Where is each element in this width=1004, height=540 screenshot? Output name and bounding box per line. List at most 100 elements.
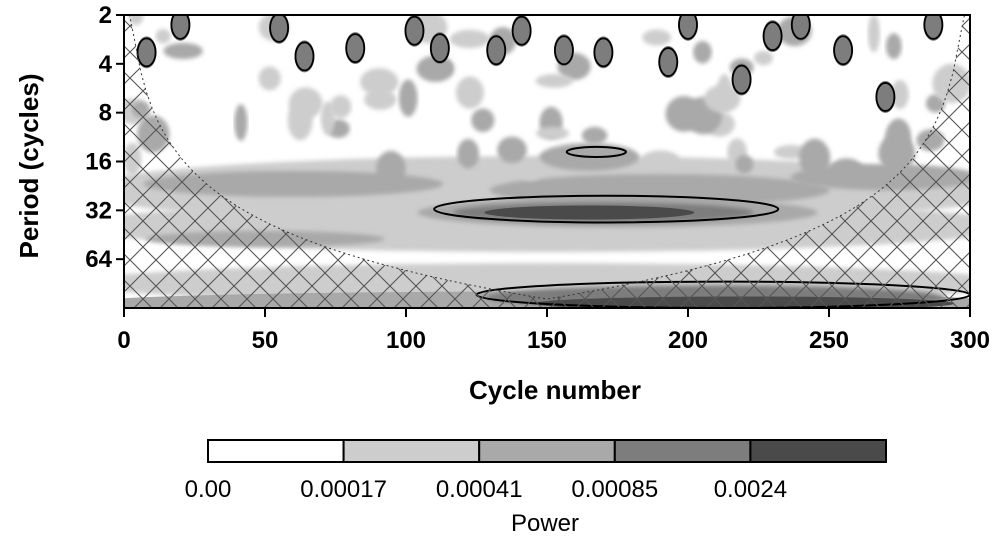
colorbar-label: 0.00 <box>185 476 232 503</box>
power-contour <box>287 100 313 141</box>
significance-contour <box>790 15 811 40</box>
power-contours <box>124 15 970 308</box>
colorbar-swatch <box>207 439 345 463</box>
plot-area <box>123 14 971 309</box>
significance-contour <box>170 15 191 40</box>
significance-contour <box>404 15 425 46</box>
power-contour <box>665 96 703 132</box>
y-tick-label: 8 <box>99 100 112 127</box>
colorbar-label: 0.00041 <box>436 476 523 503</box>
power-contour <box>593 36 614 69</box>
y-axis: 2 4 8 16 32 64 <box>85 2 124 273</box>
power-contour <box>294 40 315 73</box>
power-contour <box>535 74 574 88</box>
power-contour <box>155 29 171 44</box>
power-contour <box>330 95 352 119</box>
power-contour <box>581 126 608 145</box>
power-contour <box>269 15 290 44</box>
power-contour <box>471 108 495 133</box>
power-contour <box>553 34 574 67</box>
colorbar-label: 0.0024 <box>714 476 787 503</box>
cone-of-influence-hatch <box>124 15 970 308</box>
significance-contour <box>593 37 614 68</box>
cone-of-influence-line <box>124 15 970 300</box>
colorbar-label: 0.00017 <box>300 476 387 503</box>
significance-contour <box>731 64 752 95</box>
significance-contour <box>762 21 783 52</box>
colorbar-swatch <box>478 439 616 463</box>
x-tick-label: 250 <box>809 327 849 354</box>
colorbar-swatch <box>342 439 481 463</box>
power-contour <box>693 40 712 64</box>
significance-contour <box>136 37 157 68</box>
significance-contour <box>923 15 944 40</box>
power-contour <box>360 68 399 96</box>
power-contour <box>658 46 679 79</box>
power-contour <box>345 32 366 65</box>
power-contour <box>416 55 455 82</box>
significance-contour <box>833 35 853 66</box>
power-contour <box>641 150 680 168</box>
power-contour <box>364 89 397 110</box>
y-tick-label: 16 <box>85 149 112 176</box>
y-tick-label: 64 <box>85 246 112 273</box>
power-contour <box>128 15 144 26</box>
power-contour <box>234 104 248 141</box>
power-contour <box>376 150 406 188</box>
power-contour <box>484 205 695 220</box>
power-contour <box>890 80 909 109</box>
x-axis: 0 50 100 150 200 250 300 <box>117 308 990 354</box>
power-contour <box>497 136 527 164</box>
power-contour <box>511 15 532 47</box>
x-tick-label: 0 <box>117 327 130 354</box>
significance-contour <box>511 15 532 46</box>
power-contour <box>886 118 911 155</box>
x-tick-label: 100 <box>386 327 426 354</box>
power-contour <box>404 15 425 47</box>
significance-contour <box>678 15 698 40</box>
colorbar-swatch <box>613 439 752 463</box>
x-tick-label: 300 <box>950 327 990 354</box>
power-contour <box>799 138 831 178</box>
colorbar-swatch <box>749 439 888 463</box>
colorbar-label: 0.00085 <box>571 476 658 503</box>
power-contour <box>519 159 543 181</box>
power-contour <box>455 76 484 109</box>
significance-contour <box>429 33 450 64</box>
colorbar-title: Power <box>511 510 579 537</box>
power-contour <box>790 15 811 41</box>
significance-contour <box>565 145 627 158</box>
power-contour <box>136 36 157 69</box>
power-contour <box>885 33 902 60</box>
significance-contour <box>269 15 289 43</box>
x-axis-title: Cycle number <box>469 375 641 405</box>
significance-contour <box>345 33 366 64</box>
power-contour <box>143 170 444 197</box>
power-contour <box>449 29 490 49</box>
power-contour <box>735 154 754 174</box>
power-contour <box>867 15 880 53</box>
y-tick-label: 2 <box>99 2 112 29</box>
x-tick-label: 150 <box>527 327 567 354</box>
power-contour <box>536 126 570 140</box>
power-contour <box>457 138 480 169</box>
y-tick-label: 4 <box>99 51 113 78</box>
significance-contour <box>486 35 507 66</box>
power-contour <box>398 79 418 117</box>
colorbar: 0.00 0.00017 0.00041 0.00085 0.0024 <box>185 439 888 503</box>
power-contour <box>170 15 191 41</box>
power-contour <box>429 32 450 65</box>
power-contour <box>320 101 335 135</box>
y-tick-label: 32 <box>85 197 112 224</box>
significance-contour <box>875 82 896 112</box>
power-contour <box>163 42 203 60</box>
power-contour <box>923 15 944 41</box>
power-contour <box>875 80 896 113</box>
power-contour <box>678 15 698 41</box>
power-contour <box>762 20 783 53</box>
power-contour <box>829 158 864 183</box>
power-contour <box>833 34 854 67</box>
y-axis-title: Period (cycles) <box>14 74 44 259</box>
x-tick-label: 200 <box>668 327 708 354</box>
